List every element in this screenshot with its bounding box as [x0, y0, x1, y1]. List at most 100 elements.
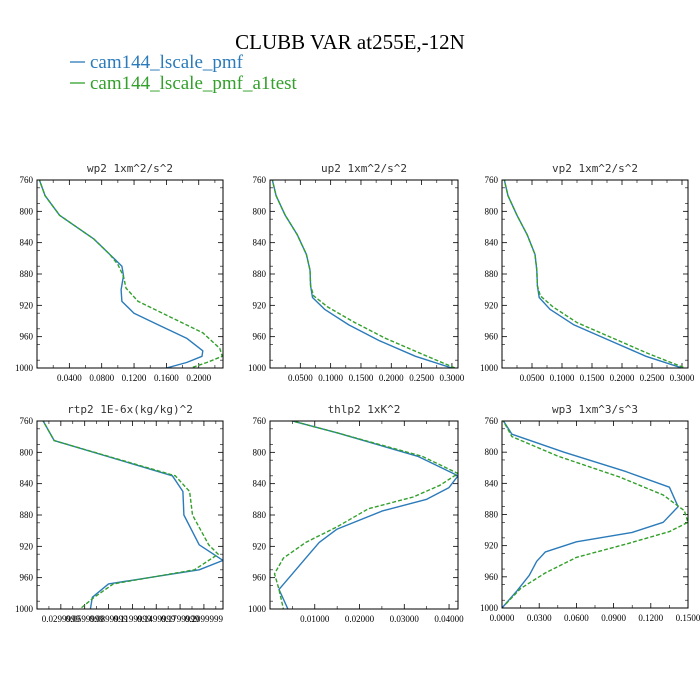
panel-1-ytick-label: 920 [20, 300, 34, 310]
panel-1-ytick-label: 800 [20, 206, 34, 216]
panel-5-ytick-label: 760 [253, 416, 267, 426]
panel-2-ytick-label: 1000 [248, 363, 267, 373]
panel-2-ytick-label: 920 [253, 300, 267, 310]
panel-6-xtick-label: 0.0300 [527, 613, 552, 623]
panel-5-ytick-label: 840 [253, 479, 267, 489]
panel-3-ytick-label: 920 [485, 300, 499, 310]
legend: cam144_lscale_pmf cam144_lscale_pmf_a1te… [70, 52, 298, 94]
panel-6-title: wp3 1xm^3/s^3 [552, 403, 638, 416]
panel-5-ytick-label: 880 [253, 510, 267, 520]
panel-6-series-1-line [502, 421, 679, 608]
panel-3-ytick-label: 960 [485, 332, 499, 342]
panel-4-ytick-label: 880 [20, 510, 34, 520]
panel-1-ytick-label: 880 [20, 269, 34, 279]
panel-5-title: thlp2 1xK^2 [328, 403, 401, 416]
panel-1-title: wp2 1xm^2/s^2 [87, 162, 173, 175]
panel-5-ytick-label: 960 [253, 573, 267, 583]
panel-2-xtick-label: 0.0500 [288, 373, 313, 383]
panels: wp2 1xm^2/s^2 760 800 840 880 920 960 1000 0.040… [15, 162, 700, 624]
panel-4-ytick-label: 960 [20, 573, 34, 583]
panel-4: rtp2 1E-6x(kg/kg)^2 760 800 840 880 920 960 100… [15, 403, 224, 624]
panel-1-xtick-label: 0.1600 [154, 373, 179, 383]
panel-4-series-2-line [42, 421, 219, 609]
panel-3-ytick-label: 840 [485, 238, 499, 248]
panel-5-series-1-line [278, 421, 458, 609]
panel-4-xtick-label: 0.0899999 [89, 614, 128, 624]
panel-4-title: rtp2 1E-6x(kg/kg)^2 [67, 403, 193, 416]
panel-6-xtick-label: 0.0000 [490, 613, 515, 623]
panel-3-ytick-label: 800 [485, 206, 499, 216]
panel-4-frame [36, 420, 224, 610]
panel-3-series-2-line [503, 180, 686, 368]
panel-6-ytick-label: 880 [485, 510, 499, 520]
panel-6-ytick-label: 920 [485, 541, 499, 551]
panel-1: wp2 1xm^2/s^2 760 800 840 880 920 960 1000 0.040… [15, 162, 224, 383]
panel-6-ytick-label: 1000 [480, 603, 499, 613]
panel-2-xtick-label: 0.2000 [379, 373, 404, 383]
panel-3-ytick-label: 880 [485, 269, 499, 279]
panel-4-ytick-label: 920 [20, 541, 34, 551]
panel-5-ytick-label: 1000 [248, 604, 267, 614]
panel-6-xtick-label: 0.0600 [564, 613, 589, 623]
panel-4-xtick-label: 0.1799999 [161, 614, 200, 624]
panel-2-series-2-line [271, 180, 456, 368]
panel-2-xtick-label: 0.2500 [409, 373, 434, 383]
panel-3-xtick-label: 0.1500 [580, 373, 605, 383]
panel-6-xtick-label: 0.1500 [676, 613, 700, 623]
panel-3-frame [501, 179, 689, 369]
panel-4-xtick-label: 0.0599999 [66, 614, 105, 624]
panel-2-ytick-label: 760 [253, 175, 267, 185]
panel-4-series-1-line [42, 421, 223, 609]
panel-6-xtick-label: 0.1200 [638, 613, 663, 623]
panel-6-ytick-label: 760 [485, 416, 499, 426]
panel-2-xtick-label: 0.1000 [318, 373, 343, 383]
panel-3-xtick-label: 0.3000 [670, 373, 695, 383]
panel-2-title: up2 1xm^2/s^2 [321, 162, 407, 175]
panel-1-ytick-label: 960 [20, 332, 34, 342]
panel-5-xtick-label: 0.03000 [390, 614, 420, 624]
panel-2-ytick-label: 800 [253, 206, 267, 216]
panel-1-xtick-label: 0.2000 [186, 373, 211, 383]
panel-1-xtick-label: 0.0400 [57, 373, 82, 383]
panel-1-ytick-label: 1000 [15, 363, 34, 373]
panel-5-xtick-label: 0.02000 [345, 614, 375, 624]
panel-5-series-2-line [273, 421, 458, 609]
panel-3-ytick-label: 1000 [480, 363, 499, 373]
panel-3-xtick-label: 0.2500 [640, 373, 665, 383]
panel-3-xtick-label: 0.2000 [610, 373, 635, 383]
panel-6-ytick-label: 800 [485, 447, 499, 457]
panel-2-frame [269, 179, 459, 369]
panel-5-ytick-label: 920 [253, 541, 267, 551]
panel-1-frame [36, 179, 224, 369]
panel-1-ytick-label: 760 [20, 175, 34, 185]
panel-2: up2 1xm^2/s^2 760 800 840 880 920 960 1000 0.050… [248, 162, 465, 383]
panel-2-ytick-label: 960 [253, 332, 267, 342]
legend-label-1: cam144_lscale_pmf [90, 52, 244, 73]
panel-4-ytick-label: 800 [20, 447, 34, 457]
panel-6: wp3 1xm^3/s^3 760 800 840 880 920 960 10000.000… [480, 403, 700, 623]
panel-5-ytick-label: 800 [253, 447, 267, 457]
panel-1-series-2-line [38, 180, 223, 368]
panel-4-xtick-label: 0.0299999 [42, 614, 81, 624]
panel-4-ytick-label: 760 [20, 416, 34, 426]
panel-3-xtick-label: 0.0500 [520, 373, 545, 383]
panel-2-ytick-label: 840 [253, 238, 267, 248]
panel-2-ytick-label: 880 [253, 269, 267, 279]
panel-1-ytick-label: 840 [20, 238, 34, 248]
panel-5-xtick-label: 0.01000 [300, 614, 330, 624]
panel-3: vp2 1xm^2/s^2 760 800 840 880 920 960 1000 0.050… [480, 162, 695, 383]
figure-title: CLUBB VAR at255E,-12N [235, 30, 465, 54]
panel-3-series-1-line [503, 180, 683, 368]
panel-2-xtick-label: 0.1500 [349, 373, 374, 383]
panel-6-frame [501, 420, 689, 609]
panel-6-ytick-label: 840 [485, 478, 499, 488]
legend-label-2: cam144_lscale_pmf_a1test [90, 73, 298, 94]
panel-4-ytick-label: 840 [20, 479, 34, 489]
panel-2-series-1-line [271, 180, 453, 368]
panel-1-series-1-line [38, 180, 204, 368]
panel-4-xtick-label: 0.1199999 [113, 614, 151, 624]
panel-6-ytick-label: 960 [485, 572, 499, 582]
panel-6-series-2-line [502, 421, 688, 605]
panel-5: thlp2 1xK^2 760 800 840 880 920 960 1000 0.01000… [248, 403, 464, 624]
